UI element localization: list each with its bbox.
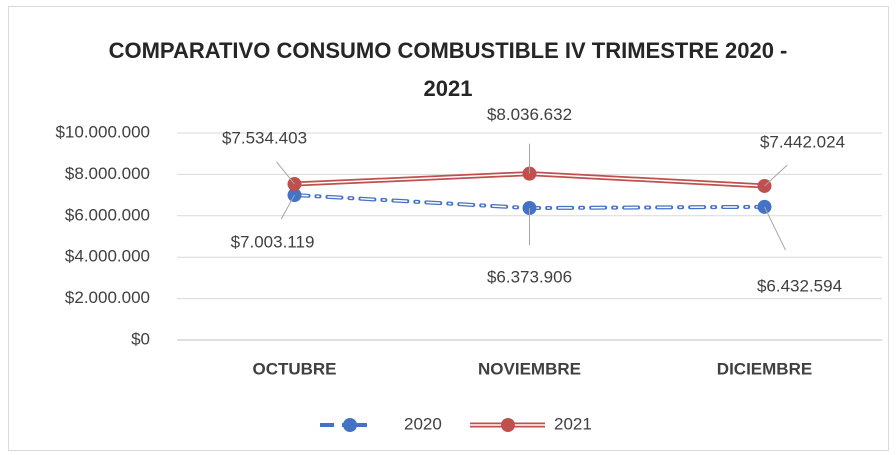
x-tick-label: OCTUBRE bbox=[252, 359, 336, 378]
data-label: $7.534.403 bbox=[222, 129, 307, 148]
legend-marker bbox=[343, 418, 357, 432]
chart-title: COMPARATIVO CONSUMO COMBUSTIBLE IV TRIME… bbox=[108, 38, 788, 101]
legend-marker bbox=[501, 418, 515, 432]
legend-label: 2020 bbox=[404, 414, 442, 433]
data-label: $8.036.632 bbox=[487, 105, 572, 124]
y-tick-label: $10.000.000 bbox=[55, 122, 150, 141]
y-tick-label: $4.000.000 bbox=[65, 247, 150, 266]
y-tick-label: $8.000.000 bbox=[65, 164, 150, 183]
data-label: $7.442.024 bbox=[760, 132, 845, 151]
y-tick-label: $2.000.000 bbox=[65, 288, 150, 307]
x-tick-label: NOVIEMBRE bbox=[478, 359, 581, 378]
leader-line bbox=[280, 194, 295, 220]
y-tick-label: $6.000.000 bbox=[65, 205, 150, 224]
leader-line bbox=[764, 164, 788, 187]
data-label: $7.003.119 bbox=[231, 233, 315, 252]
data-label: $6.432.594 bbox=[757, 276, 842, 295]
leader-line bbox=[764, 206, 786, 251]
y-tick-label: $0 bbox=[131, 329, 150, 348]
chart-border bbox=[8, 6, 889, 451]
x-tick-label: DICIEMBRE bbox=[717, 359, 812, 378]
legend-label: 2021 bbox=[554, 414, 592, 433]
data-label: $6.373.906 bbox=[487, 268, 572, 287]
leader-line bbox=[276, 161, 295, 185]
